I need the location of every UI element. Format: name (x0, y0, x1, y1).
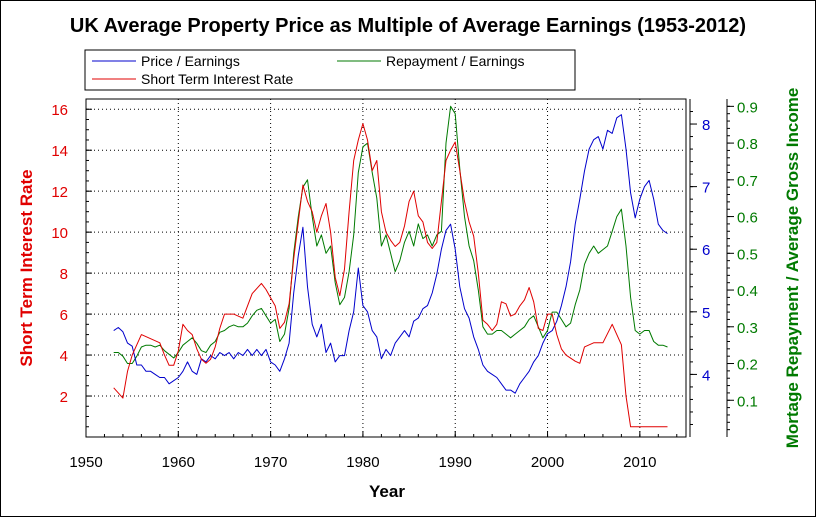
series-line-price-earnings (113, 114, 668, 394)
x-tick-label: 1980 (346, 454, 379, 471)
right-outer-tick-label: 0.4 (737, 283, 758, 300)
left-tick-label: 10 (51, 225, 68, 242)
legend-box (84, 49, 576, 91)
left-tick-label: 12 (51, 184, 68, 201)
legend-label-price-earnings: Price / Earnings (141, 53, 240, 69)
x-tick-label: 2010 (623, 454, 656, 471)
series-line-interest-rate (113, 123, 668, 428)
plot-area (85, 98, 687, 438)
x-tick-label: 2000 (531, 454, 564, 471)
right-outer-tick-label: 0.5 (737, 246, 758, 263)
left-tick-label: 4 (60, 348, 68, 365)
left-tick-label: 8 (60, 266, 68, 283)
x-tick-label: 1950 (69, 454, 102, 471)
left-tick-label: 6 (60, 307, 68, 324)
legend-label-repayment-earnings: Repayment / Earnings (386, 53, 525, 69)
right-outer-tick-label: 0.6 (737, 210, 758, 227)
x-axis-label: Year (369, 482, 405, 501)
series-layer (113, 105, 668, 428)
right-inner-tick-label: 5 (702, 305, 710, 322)
right-outer-tick-label: 0.7 (737, 173, 758, 190)
series-line-repayment-earnings (113, 105, 668, 364)
left-tick-label: 2 (60, 389, 68, 406)
right-outer-tick-label: 0.1 (737, 393, 758, 410)
right-outer-axis-label: Mortage Repayment / Average Gross Income (783, 88, 802, 449)
legend-label-interest-rate: Short Term Interest Rate (141, 71, 293, 87)
x-tick-label: 1970 (254, 454, 287, 471)
right-inner-tick-label: 4 (702, 367, 710, 384)
chart-title: UK Average Property Price as Multiple of… (70, 15, 746, 37)
left-tick-label: 16 (51, 102, 68, 119)
axes: 1950 1960 1970 1980 1990 2000 2010 2 4 6 8 10 12 14 16… (51, 98, 758, 471)
left-axis-label: Short Term Interest Rate (17, 169, 36, 366)
right-outer-tick-label: 0.3 (737, 320, 758, 337)
legend: Price / Earnings Repayment / Earnings Sh… (84, 49, 576, 91)
right-inner-tick-label: 8 (702, 117, 710, 134)
right-inner-tick-label: 7 (702, 180, 710, 197)
right-outer-tick-label: 0.2 (737, 357, 758, 374)
x-tick-label: 1960 (162, 454, 195, 471)
left-tick-label: 14 (51, 143, 68, 160)
x-tick-label: 1990 (439, 454, 472, 471)
right-outer-tick-label: 0.8 (737, 136, 758, 153)
right-inner-tick-label: 6 (702, 242, 710, 259)
right-outer-tick-label: 0.9 (737, 99, 758, 116)
grid (85, 99, 686, 437)
